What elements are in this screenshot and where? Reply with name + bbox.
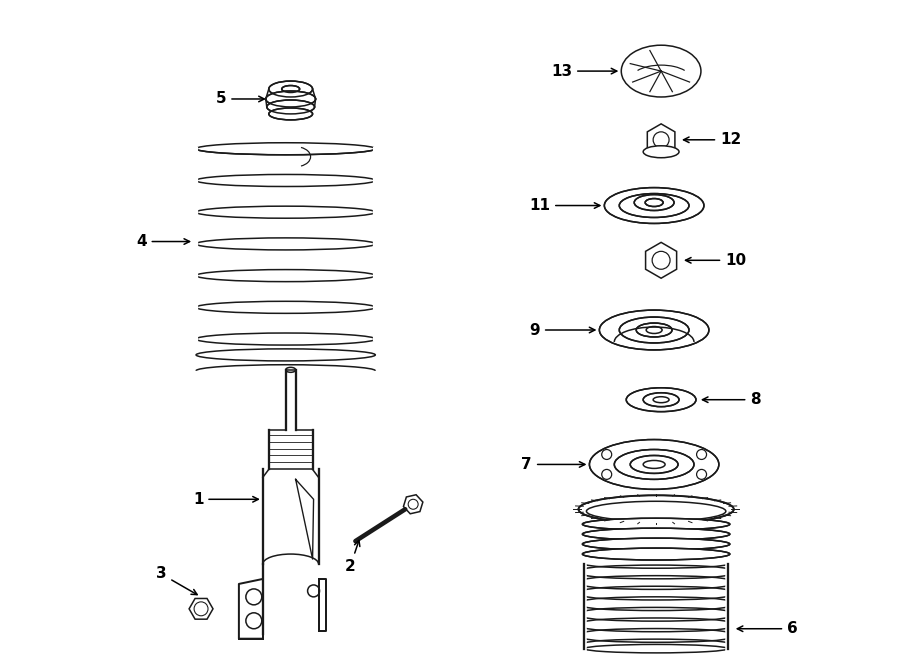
Ellipse shape <box>584 644 728 653</box>
Ellipse shape <box>626 388 696 412</box>
Ellipse shape <box>282 85 300 93</box>
Ellipse shape <box>636 323 672 337</box>
Ellipse shape <box>266 100 315 114</box>
Text: 11: 11 <box>529 198 600 213</box>
Text: 12: 12 <box>683 132 742 147</box>
Text: 8: 8 <box>702 392 761 407</box>
Text: 13: 13 <box>551 63 616 79</box>
Text: 2: 2 <box>345 541 360 574</box>
Ellipse shape <box>590 440 719 489</box>
Ellipse shape <box>599 310 709 350</box>
Ellipse shape <box>582 518 730 530</box>
Circle shape <box>697 469 706 479</box>
Ellipse shape <box>621 45 701 97</box>
Text: 10: 10 <box>686 253 746 268</box>
Ellipse shape <box>634 194 674 210</box>
Text: 9: 9 <box>529 323 595 338</box>
Text: 1: 1 <box>193 492 258 507</box>
Ellipse shape <box>644 393 679 407</box>
Ellipse shape <box>196 349 375 361</box>
Ellipse shape <box>582 528 730 540</box>
Ellipse shape <box>619 194 689 217</box>
Ellipse shape <box>644 146 679 158</box>
Circle shape <box>602 449 612 459</box>
Ellipse shape <box>630 455 678 473</box>
Ellipse shape <box>604 188 704 223</box>
Circle shape <box>308 585 320 597</box>
Circle shape <box>246 589 262 605</box>
Ellipse shape <box>266 91 316 107</box>
Ellipse shape <box>269 108 312 120</box>
Ellipse shape <box>619 317 689 343</box>
Ellipse shape <box>582 548 730 560</box>
Text: 3: 3 <box>156 566 197 595</box>
Ellipse shape <box>269 81 312 97</box>
Ellipse shape <box>615 449 694 479</box>
Ellipse shape <box>582 538 730 550</box>
Ellipse shape <box>579 495 734 524</box>
Circle shape <box>246 613 262 629</box>
Circle shape <box>602 469 612 479</box>
Ellipse shape <box>285 368 296 372</box>
Ellipse shape <box>587 501 725 521</box>
Text: 7: 7 <box>521 457 585 472</box>
Circle shape <box>697 449 706 459</box>
Text: 6: 6 <box>737 621 798 637</box>
Text: 4: 4 <box>136 234 190 249</box>
Ellipse shape <box>645 198 663 206</box>
Text: 5: 5 <box>216 91 265 106</box>
Ellipse shape <box>196 143 375 155</box>
